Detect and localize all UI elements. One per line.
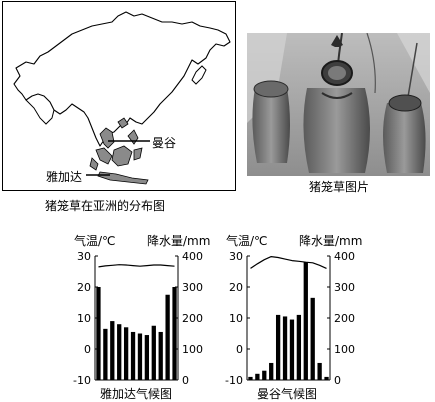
precipitation-bar	[269, 362, 274, 380]
right-tick-label: 0	[182, 374, 189, 384]
left-tick-label: 0	[84, 343, 91, 356]
left-tick-label: 0	[236, 343, 243, 356]
left-tick-label: -10	[225, 374, 243, 384]
bangkok-chart-title: 曼谷气候图	[257, 387, 318, 401]
precipitation-bar	[130, 331, 136, 380]
precipitation-bar	[324, 376, 329, 380]
left-tick-label: -10	[73, 374, 91, 384]
precipitation-bar	[172, 287, 177, 380]
right-tick-label: 0	[334, 374, 341, 384]
left-tick-label: 30	[77, 250, 91, 263]
jakarta-chart-title: 雅加达气候图	[100, 387, 173, 401]
right-tick-label: 100	[182, 343, 203, 356]
temperature-line	[250, 256, 327, 269]
precipitation-bar	[317, 362, 322, 380]
precipitation-bar	[158, 331, 163, 380]
precipitation-bar	[310, 297, 315, 380]
precipitation-bar	[165, 294, 170, 380]
precipitation-bar	[96, 287, 101, 380]
right-tick-label: 300	[182, 281, 203, 294]
right-tick-label: 400	[334, 250, 355, 263]
right-tick-label: 400	[182, 250, 203, 263]
precipitation-bar	[151, 325, 156, 380]
precipitation-bar	[262, 370, 267, 380]
jakarta-label: 雅加达	[46, 170, 83, 184]
left-tick-label: 20	[77, 281, 91, 294]
precipitation-bar	[123, 327, 129, 380]
precipitation-bar	[289, 319, 295, 380]
temperature-line	[98, 264, 175, 268]
right-tick-label: 200	[334, 312, 355, 325]
precipitation-bar	[296, 314, 302, 380]
jakarta-ylabel-left: 气温/℃	[74, 234, 116, 248]
precipitation-bar	[110, 321, 115, 380]
precipitation-bar	[248, 376, 253, 380]
left-tick-label: 10	[229, 312, 243, 325]
pitcher-plant-photo	[247, 33, 430, 176]
asia-distribution-map	[2, 1, 236, 191]
photo-caption: 猪笼草图片	[309, 180, 370, 194]
right-tick-label: 200	[182, 312, 203, 325]
precipitation-bar	[117, 324, 122, 380]
precipitation-bar	[275, 314, 281, 380]
left-tick-label: 20	[229, 281, 243, 294]
jakarta-ylabel-right: 降水量/mm	[147, 234, 211, 248]
precipitation-bar	[303, 262, 308, 380]
precipitation-bar	[137, 333, 143, 380]
precipitation-bar	[255, 373, 260, 380]
precipitation-bar	[144, 335, 150, 380]
precipitation-bar	[282, 316, 288, 380]
right-tick-label: 300	[334, 281, 355, 294]
right-tick-label: 100	[334, 343, 355, 356]
arabia-outline	[25, 99, 55, 125]
japan-outline	[191, 65, 207, 85]
left-tick-label: 30	[229, 250, 243, 263]
bangkok-label: 曼谷	[152, 136, 177, 150]
bangkok-ylabel-right: 降水量/mm	[299, 234, 363, 248]
bangkok-ylabel-left: 气温/℃	[226, 234, 268, 248]
precipitation-bar	[103, 328, 108, 380]
pitcher-plant-distribution	[89, 117, 149, 185]
map-caption: 猪笼草在亚洲的分布图	[45, 199, 166, 213]
left-tick-label: 10	[77, 312, 91, 325]
asia-outline	[13, 11, 231, 147]
